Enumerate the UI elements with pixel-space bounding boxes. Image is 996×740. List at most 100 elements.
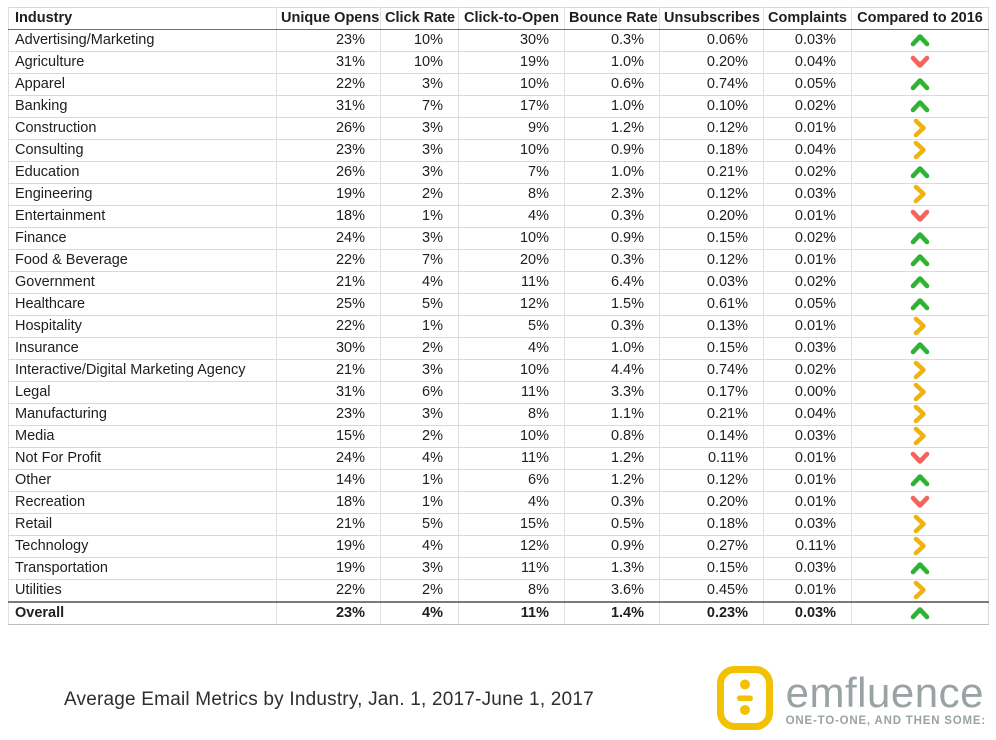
chevron-up-icon [851,601,989,625]
metric-cell: 12% [458,293,565,316]
chevron-right-icon [851,359,989,382]
column-header-unique-opens: Unique Opens [276,7,381,30]
metric-cell: 8% [458,183,565,206]
metric-cell: 1.1% [564,403,660,426]
metric-cell: 0.02% [763,95,852,118]
metric-cell: 1% [380,469,459,492]
metric-cell: 26% [276,161,381,184]
metric-cell: 0.3% [564,315,660,338]
metric-cell: 4% [380,271,459,294]
industry-cell: Consulting [8,139,277,162]
metric-cell: 19% [276,535,381,558]
metric-cell: 1.5% [564,293,660,316]
metric-cell: 17% [458,95,565,118]
metric-cell: 10% [380,29,459,52]
industry-cell: Apparel [8,73,277,96]
metric-cell: 12% [458,535,565,558]
industry-cell: Utilities [8,579,277,603]
table-row: Agriculture 31% 10% 19% 1.0% 0.20% 0.04% [8,51,989,74]
metric-cell: 0.03% [763,557,852,580]
metric-cell: 0.03% [763,601,852,625]
metric-cell: 26% [276,117,381,140]
metric-cell: 2.3% [564,183,660,206]
metric-cell: 10% [380,51,459,74]
metric-cell: 1.2% [564,447,660,470]
metric-cell: 31% [276,95,381,118]
metric-cell: 1% [380,205,459,228]
industry-cell: Not For Profit [8,447,277,470]
metric-cell: 0.05% [763,73,852,96]
chevron-down-icon [851,205,989,228]
metric-cell: 0.02% [763,161,852,184]
industry-cell: Hospitality [8,315,277,338]
metric-cell: 7% [458,161,565,184]
metric-cell: 0.27% [659,535,764,558]
metrics-table-container: Industry Unique Opens Click Rate Click-to-O… [8,7,989,625]
column-header-unsubscribes: Unsubscribes [659,7,764,30]
metric-cell: 0.02% [763,271,852,294]
metric-cell: 3.3% [564,381,660,404]
metric-cell: 1.2% [564,117,660,140]
metric-cell: 2% [380,425,459,448]
metric-cell: 1.0% [564,51,660,74]
metric-cell: 3% [380,227,459,250]
metric-cell: 0.01% [763,447,852,470]
metric-cell: 19% [276,557,381,580]
metric-cell: 30% [276,337,381,360]
table-row: Insurance 30% 2% 4% 1.0% 0.15% 0.03% [8,337,989,360]
metric-cell: 15% [276,425,381,448]
column-header-click-rate: Click Rate [380,7,459,30]
metric-cell: 22% [276,73,381,96]
table-row: Other 14% 1% 6% 1.2% 0.12% 0.01% [8,469,989,492]
metric-cell: 0.18% [659,139,764,162]
metric-cell: 0.01% [763,469,852,492]
metric-cell: 31% [276,381,381,404]
metric-cell: 11% [458,557,565,580]
table-row: Retail 21% 5% 15% 0.5% 0.18% 0.03% [8,513,989,536]
metric-cell: 1% [380,491,459,514]
chevron-up-icon [851,557,989,580]
table-row: Transportation 19% 3% 11% 1.3% 0.15% 0.03% [8,557,989,580]
metric-cell: 0.9% [564,535,660,558]
metric-cell: 21% [276,513,381,536]
table-row: Utilities 22% 2% 8% 3.6% 0.45% 0.01% [8,579,989,603]
table-row: Interactive/Digital Marketing Agency 21% 3… [8,359,989,382]
chevron-up-icon [851,29,989,52]
table-row: Engineering 19% 2% 8% 2.3% 0.12% 0.03% [8,183,989,206]
chevron-right-icon [851,183,989,206]
metric-cell: 30% [458,29,565,52]
chevron-up-icon [851,161,989,184]
metric-cell: 0.21% [659,403,764,426]
metric-cell: 1.0% [564,161,660,184]
metric-cell: 11% [458,447,565,470]
metric-cell: 23% [276,139,381,162]
column-header-compared-to-2016: Compared to 2016 [851,7,989,30]
metric-cell: 20% [458,249,565,272]
industry-cell: Advertising/Marketing [8,29,277,52]
metric-cell: 0.04% [763,403,852,426]
metric-cell: 22% [276,579,381,603]
industry-cell: Media [8,425,277,448]
chevron-down-icon [851,51,989,74]
table-row: Consulting 23% 3% 10% 0.9% 0.18% 0.04% [8,139,989,162]
metric-cell: 0.6% [564,73,660,96]
metric-cell: 0.45% [659,579,764,603]
chevron-right-icon [851,117,989,140]
metric-cell: 3% [380,139,459,162]
table-row: Technology 19% 4% 12% 0.9% 0.27% 0.11% [8,535,989,558]
metric-cell: 0.01% [763,579,852,603]
industry-cell: Interactive/Digital Marketing Agency [8,359,277,382]
metric-cell: 10% [458,227,565,250]
industry-cell: Food & Beverage [8,249,277,272]
metric-cell: 21% [276,359,381,382]
metric-cell: 0.3% [564,491,660,514]
chevron-up-icon [851,73,989,96]
industry-cell: Transportation [8,557,277,580]
metric-cell: 0.15% [659,337,764,360]
metric-cell: 18% [276,205,381,228]
metric-cell: 0.01% [763,205,852,228]
metric-cell: 0.03% [763,183,852,206]
metric-cell: 5% [380,293,459,316]
metric-cell: 0.03% [659,271,764,294]
metric-cell: 1.2% [564,469,660,492]
